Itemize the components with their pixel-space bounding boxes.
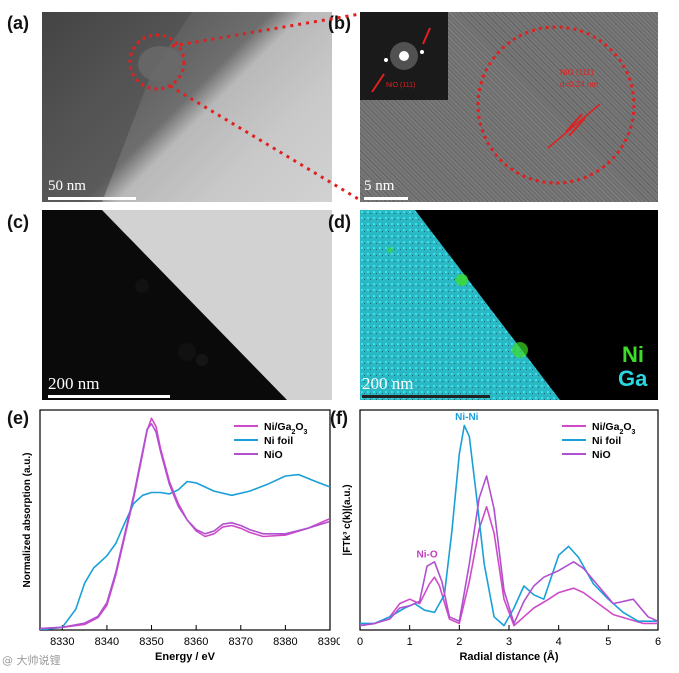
series-line-0 bbox=[360, 506, 658, 627]
panel-d-eds-map: Ni Ga 200 nm bbox=[360, 210, 658, 400]
annotation-0: Ni-Ni bbox=[455, 412, 479, 423]
x-tick-label: 8380 bbox=[273, 636, 297, 648]
annotation-1: Ni-O bbox=[416, 549, 437, 560]
x-axis-label: Energy / eV bbox=[155, 651, 216, 663]
x-tick-label: 8350 bbox=[139, 636, 163, 648]
panel-b-fft-inset: NiO (111) bbox=[360, 12, 448, 100]
x-tick-label: 0 bbox=[357, 636, 363, 648]
panel-a-tem-image: 50 nm bbox=[42, 12, 332, 202]
x-tick-label: 2 bbox=[456, 636, 462, 648]
x-tick-label: 8360 bbox=[184, 636, 208, 648]
panel-c-dark-region bbox=[42, 210, 287, 400]
x-tick-label: 4 bbox=[556, 636, 562, 648]
plot-frame bbox=[39, 409, 331, 631]
series-line-2 bbox=[40, 423, 330, 630]
legend-label-1: Ni foil bbox=[264, 435, 293, 447]
y-axis-label: Normalized absorption (a.u.) bbox=[22, 452, 33, 587]
x-tick-label: 5 bbox=[605, 636, 611, 648]
x-tick-label: 8390 bbox=[318, 636, 340, 648]
panel-b-label: (b) bbox=[328, 13, 351, 33]
panel-b-particle-outline bbox=[476, 25, 636, 185]
panel-c-haadf-image: 200 nm bbox=[42, 210, 332, 400]
series-line-1 bbox=[40, 473, 330, 630]
legend-label-0: Ni/Ga2O3 bbox=[592, 421, 636, 436]
series-line-1 bbox=[360, 424, 658, 627]
x-tick-label: 8330 bbox=[50, 636, 74, 648]
x-tick-label: 3 bbox=[506, 636, 512, 648]
series-line-2 bbox=[360, 475, 658, 627]
x-axis-label: Radial distance (Å) bbox=[459, 650, 558, 663]
panel-b-hrtem-image: NiO (111) NiO (111) d=0.24 nm 5 nm bbox=[360, 12, 658, 202]
panel-d-scale-label: 200 nm bbox=[362, 374, 414, 393]
panel-f-label: (f) bbox=[330, 408, 348, 428]
legend-ga: Ga bbox=[618, 366, 648, 391]
panel-c-scale-bar bbox=[48, 395, 170, 398]
d-spacing-label: d=0.24 nm bbox=[560, 80, 599, 89]
panel-c-scale-label: 200 nm bbox=[48, 374, 100, 393]
legend-label-1: Ni foil bbox=[592, 435, 621, 447]
panel-d-scale-bar bbox=[362, 395, 490, 398]
fft-pattern bbox=[371, 27, 431, 93]
panel-a-label: (a) bbox=[7, 13, 29, 33]
panel-b-scale-label: 5 nm bbox=[364, 178, 395, 194]
panel-d-ga-region bbox=[360, 210, 560, 400]
legend-label-2: NiO bbox=[592, 449, 611, 461]
x-tick-label: 8370 bbox=[229, 636, 253, 648]
panel-e-label: (e) bbox=[7, 408, 29, 428]
panel-a-scale-label: 50 nm bbox=[48, 178, 86, 194]
y-axis-label: |FTk³ c(k)|(a.u.) bbox=[342, 484, 353, 555]
legend-label-0: Ni/Ga2O3 bbox=[264, 421, 308, 436]
legend-label-2: NiO bbox=[264, 449, 283, 461]
fft-label: NiO (111) bbox=[386, 82, 416, 89]
series-line-0 bbox=[40, 417, 330, 630]
particle-label: NiO (111) bbox=[560, 68, 594, 77]
legend-ni: Ni bbox=[622, 342, 644, 367]
exafs-chart: 0 1 2 3 4 5 6 Radial distance (Å) |FTk³ c(k)|(a.… bbox=[342, 409, 661, 663]
panel-d-label: (d) bbox=[328, 212, 351, 232]
x-tick-label: 6 bbox=[655, 636, 661, 648]
xanes-chart: 8330 8340 8350 8360 8370 8380 8390 Energy / eV N… bbox=[22, 409, 340, 663]
x-tick-label: 8340 bbox=[95, 636, 119, 648]
watermark-text: @ 大帅说锂 bbox=[2, 654, 61, 667]
x-tick-label: 1 bbox=[407, 636, 413, 648]
panel-a-particle-outline bbox=[42, 12, 192, 202]
panel-a-scale-bar bbox=[48, 197, 136, 200]
panel-c-label: (c) bbox=[7, 212, 29, 232]
panel-b-scale-bar bbox=[364, 197, 408, 200]
